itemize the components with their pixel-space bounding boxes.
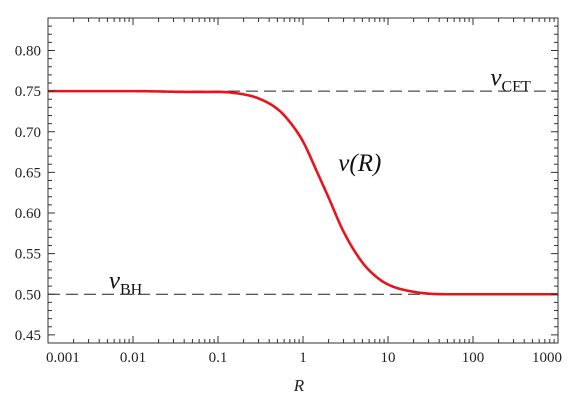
- cft-annotation-symbol: ν: [490, 64, 502, 91]
- y-tick-label: 0.70: [15, 125, 41, 141]
- series-line-nu: [48, 89, 558, 296]
- bh-annotation: νBH: [109, 268, 143, 299]
- y-tick-label: 0.45: [15, 328, 41, 344]
- curve-layer: [48, 89, 558, 296]
- bh-annotation-subscript: BH: [120, 282, 143, 299]
- y-tick-label: 0.60: [15, 206, 41, 222]
- x-tick-label: 0.1: [209, 350, 228, 366]
- y-tick-label: 0.80: [15, 44, 41, 60]
- x-tick-label: 0.001: [46, 350, 80, 366]
- cft-annotation: νCFT: [490, 64, 531, 95]
- curve-annotation-argument: (R): [349, 150, 381, 177]
- curve-annotation-symbol: ν: [338, 150, 350, 177]
- x-axis-label: R: [293, 376, 305, 395]
- y-tick-label: 0.75: [15, 84, 41, 100]
- reference-lines: [48, 90, 558, 295]
- y-tick-label: 0.50: [15, 287, 41, 303]
- curve-annotation: ν(R): [338, 150, 381, 177]
- x-tick-label: 100: [462, 350, 485, 366]
- axis-ticks: [47, 17, 559, 344]
- x-tick-label: 0.01: [120, 350, 146, 366]
- x-tick-label: 10: [381, 350, 396, 366]
- y-tick-label: 0.65: [15, 165, 41, 181]
- bh-annotation-symbol: ν: [109, 268, 121, 295]
- x-tick-label: 1: [299, 350, 307, 366]
- tick-labels: 0.001 0.01 0.1 1 10 100 1000 0.45 0.50 0.55 0.60 0.…: [15, 44, 562, 367]
- cft-annotation-subscript: CFT: [501, 78, 531, 95]
- y-tick-label: 0.55: [15, 247, 41, 263]
- x-tick-label: 1000: [532, 350, 562, 366]
